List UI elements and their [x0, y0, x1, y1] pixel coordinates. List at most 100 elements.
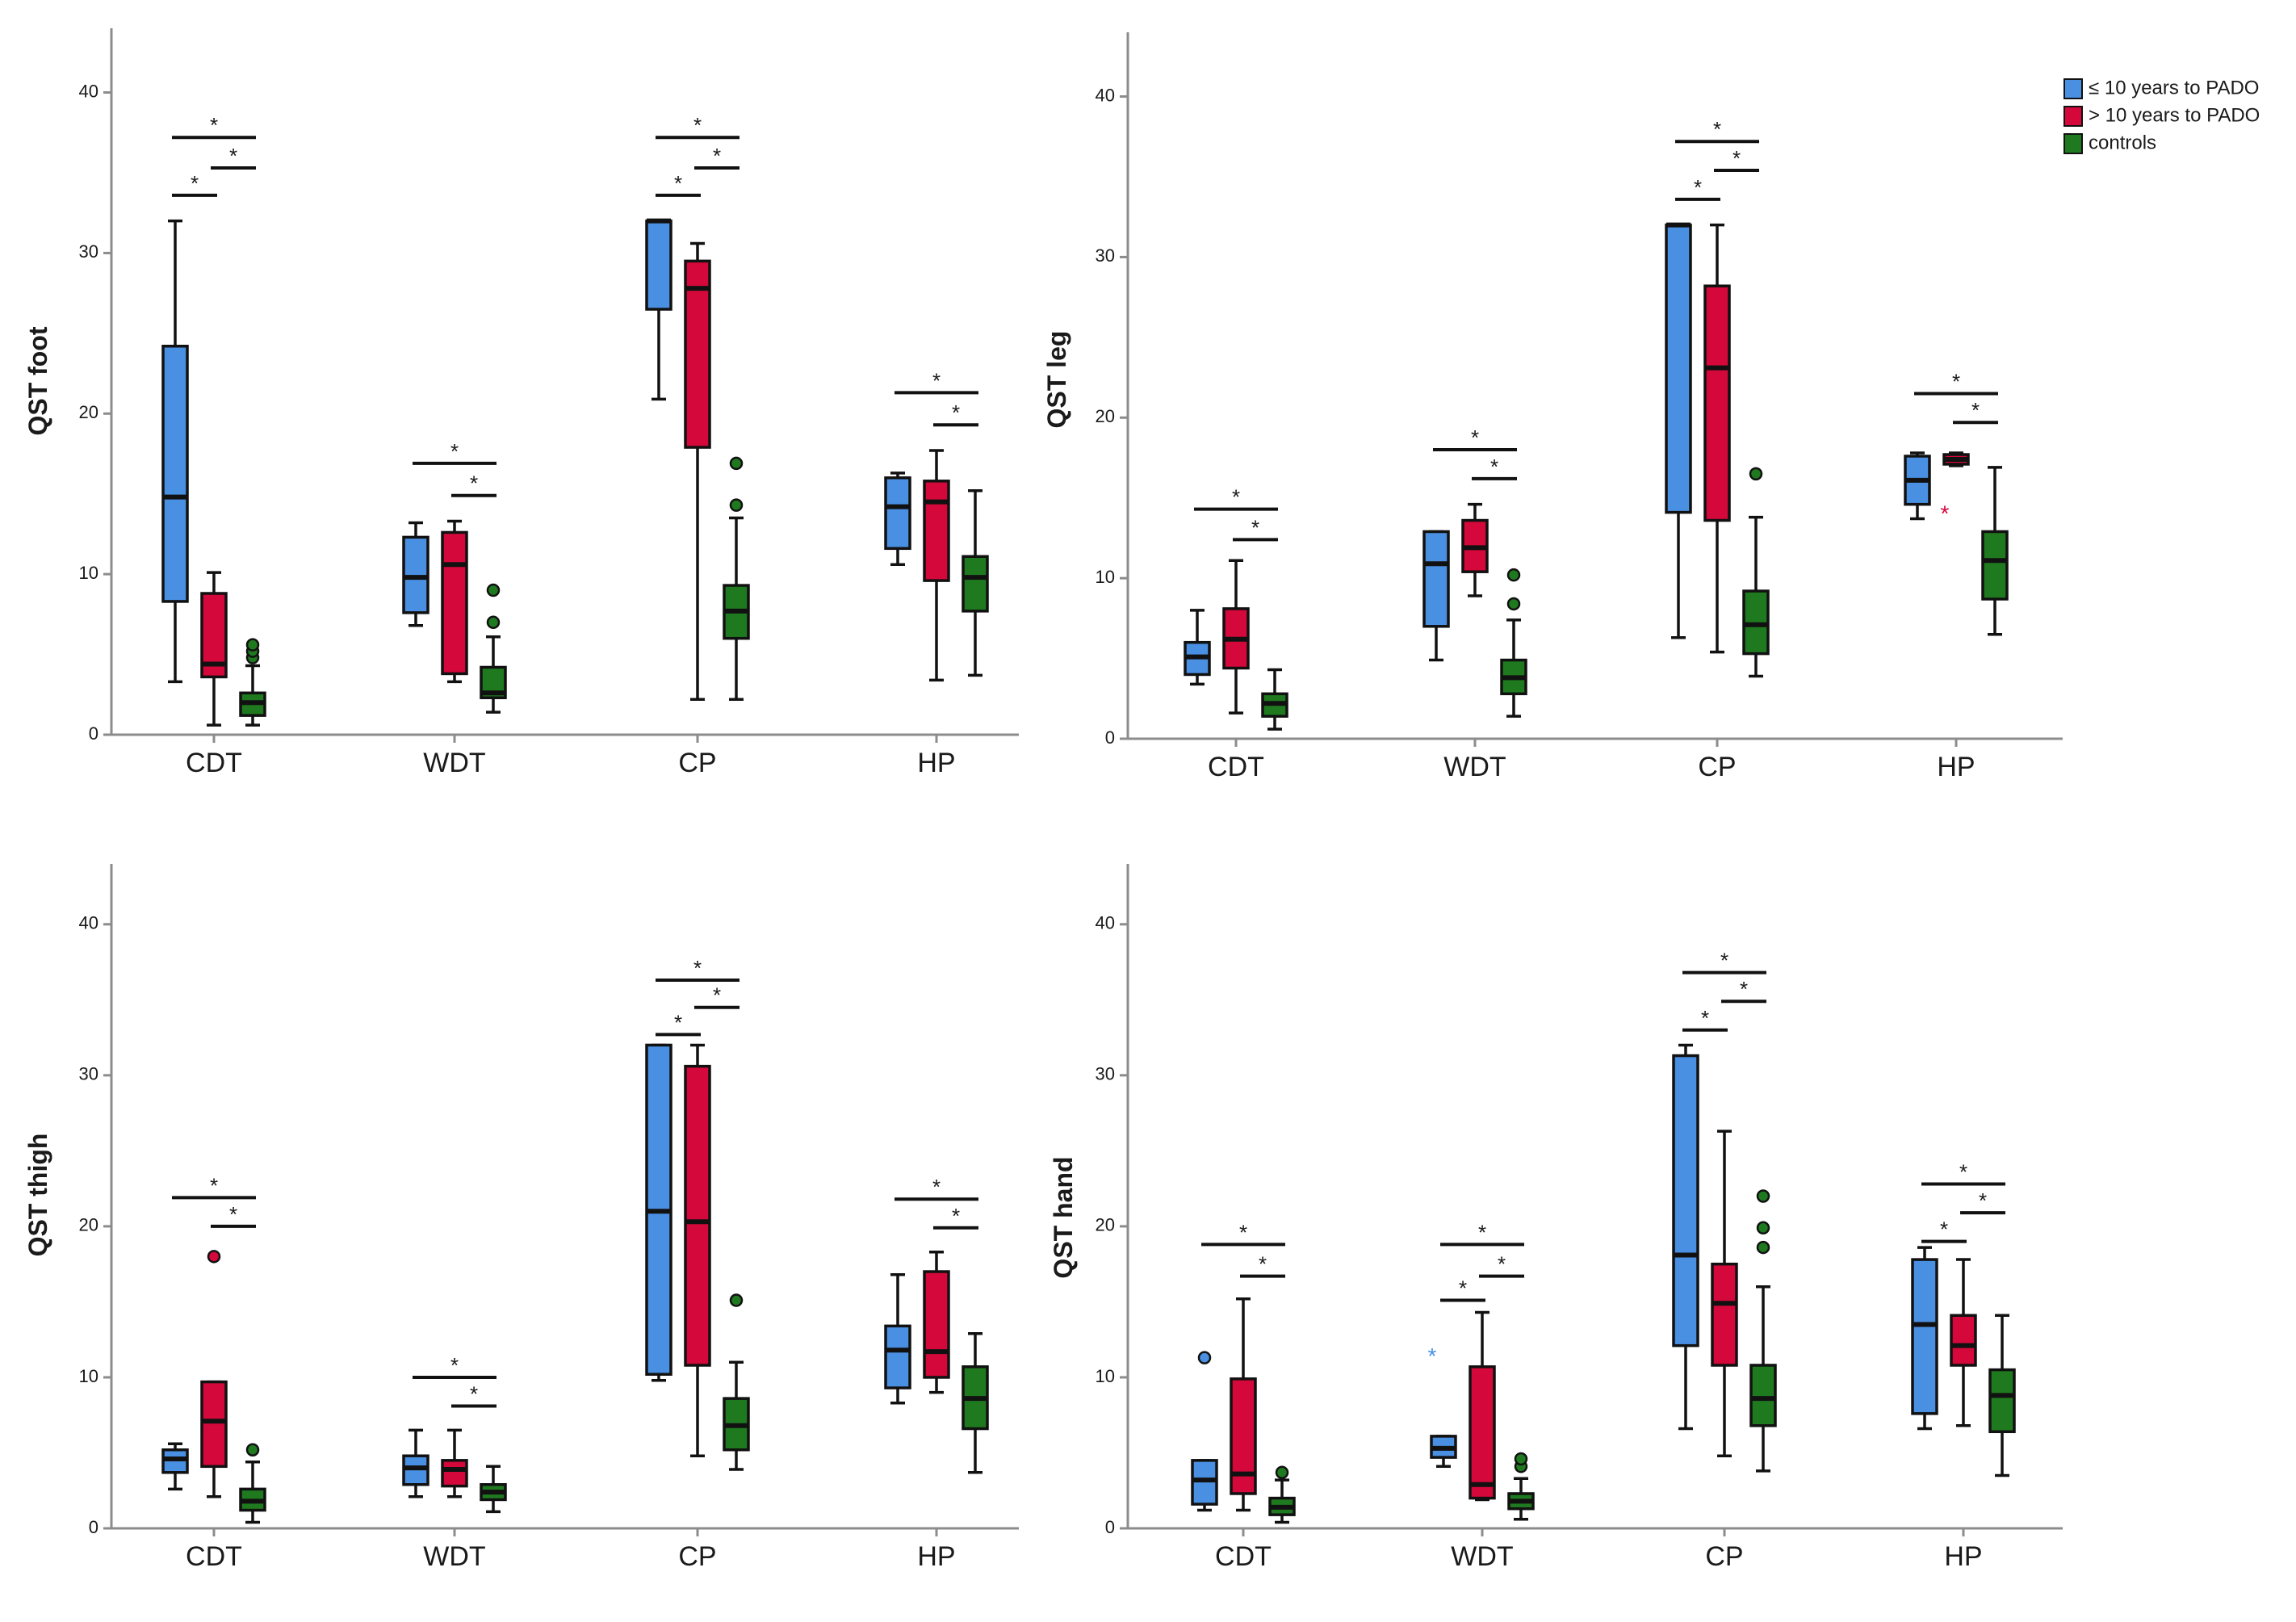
- box-wdt-group3: [1507, 1452, 1535, 1521]
- box-body: [441, 1459, 468, 1488]
- significance-wdt: *: [451, 1381, 496, 1408]
- significance-cp: *: [656, 1010, 701, 1037]
- significance-star: *: [470, 1381, 478, 1406]
- outlier-point: [1749, 467, 1763, 481]
- y-tick-label: 0: [1105, 727, 1115, 748]
- box-wdt-group1: [1422, 530, 1450, 662]
- significance-cp: *: [656, 171, 701, 197]
- box-hp-group2: [923, 1250, 950, 1394]
- outlier-point: [1756, 1189, 1770, 1203]
- box-wdt-group3: [480, 1465, 507, 1514]
- box-cdt-group3: [239, 1443, 266, 1524]
- box-hp-group2: [923, 449, 950, 682]
- box-cdt-group2: [200, 571, 228, 727]
- significance-wdt: *: [1472, 455, 1517, 480]
- y-tick-label: 30: [79, 241, 98, 262]
- box-body: [1703, 284, 1731, 522]
- y-tick-label: 0: [89, 1517, 98, 1537]
- x-tick-label: CDT: [1215, 1541, 1272, 1572]
- significance-cdt: *: [211, 144, 256, 170]
- box-cdt-group2: [200, 1250, 228, 1498]
- significance-hp: *: [1953, 398, 1998, 425]
- box-cdt-group1: [161, 219, 189, 684]
- legend-swatch-group2: [2063, 106, 2083, 127]
- significance-star: *: [1694, 175, 1702, 199]
- significance-cdt: *: [1201, 1220, 1285, 1247]
- outlier-point: [1506, 597, 1521, 611]
- significance-cp: *: [1714, 146, 1759, 173]
- box-body: [1988, 1368, 2016, 1434]
- x-tick-label: CDT: [1208, 752, 1264, 782]
- box-body: [1665, 223, 1692, 514]
- significance-star: *: [1259, 1252, 1267, 1276]
- significance-star: *: [1251, 515, 1259, 539]
- box-cp-group1: [1672, 1043, 1699, 1431]
- significance-hp: *: [1921, 1160, 2005, 1186]
- box-cdt-group3: [239, 638, 266, 727]
- box-wdt-group2: [441, 1428, 468, 1498]
- significance-star: *: [952, 1204, 960, 1228]
- outlier-point: [1197, 1351, 1212, 1364]
- box-wdt-group1: [402, 521, 429, 627]
- box-body: [884, 476, 911, 551]
- significance-hp: *: [895, 1175, 978, 1201]
- box-body: [684, 259, 711, 449]
- x-tick-label: CDT: [186, 748, 242, 778]
- y-tick-label: 40: [79, 913, 98, 933]
- significance-cp: *: [656, 113, 739, 140]
- box-body: [1469, 1365, 1496, 1500]
- box-hp-group3: [962, 1331, 989, 1474]
- y-tick-label: 0: [89, 723, 98, 744]
- y-tick-label: 10: [79, 563, 98, 583]
- box-cp-group3: [1742, 467, 1770, 678]
- significance-star: *: [713, 983, 721, 1008]
- box-cp-group1: [645, 218, 672, 401]
- significance-cp: *: [1682, 949, 1766, 974]
- y-tick-label: 40: [1096, 85, 1115, 105]
- significance-star: *: [1720, 949, 1728, 973]
- significance-star: *: [1490, 455, 1498, 479]
- box-body: [1950, 1314, 1977, 1367]
- y-tick-label: 20: [1096, 1215, 1115, 1235]
- box-cdt-group1: [161, 1442, 189, 1491]
- box-body: [923, 1270, 950, 1379]
- significance-star: *: [952, 400, 960, 425]
- y-tick-label: 10: [1096, 1366, 1115, 1386]
- y-tick-label: 40: [1096, 913, 1115, 933]
- significance-star: *: [1498, 1252, 1506, 1276]
- significance-star: *: [1940, 1218, 1948, 1242]
- significance-star: *: [229, 144, 237, 168]
- significance-cp: *: [694, 144, 739, 170]
- x-tick-label: WDT: [1451, 1541, 1513, 1572]
- significance-cdt: *: [211, 1202, 256, 1228]
- box-hp-group1: [884, 1273, 911, 1405]
- y-tick-label: 20: [1096, 406, 1115, 426]
- box-wdt-group3: [480, 583, 507, 714]
- box-body: [1749, 1364, 1777, 1427]
- box-cp-group1: [1665, 222, 1692, 639]
- significance-star: *: [1952, 369, 1960, 393]
- legend-label-group3: controls: [2089, 132, 2156, 153]
- panel-qst-leg: 0 10 20 30 40 QST leg CDT WDT CP HP * * * * * * * * * *: [1042, 32, 2063, 782]
- y-tick-label: 40: [79, 81, 98, 101]
- legend-label-group1: ≤ 10 years to PADO: [2089, 77, 2259, 98]
- box-body: [1672, 1054, 1699, 1347]
- x-tick-label: WDT: [1443, 752, 1506, 782]
- significance-star: *: [1701, 1006, 1709, 1030]
- y-tick-label: 30: [1096, 245, 1115, 266]
- x-tick-label: WDT: [423, 748, 485, 778]
- significance-star: *: [229, 1202, 237, 1226]
- significance-cp: *: [656, 956, 739, 983]
- significance-star: *: [450, 1353, 459, 1377]
- y-axis-label: QST thigh: [23, 1134, 52, 1257]
- outlier-point: [245, 1443, 260, 1456]
- box-cp-group2: [1703, 223, 1731, 654]
- significance-star: *: [1740, 977, 1748, 1001]
- box-cp-group2: [684, 241, 711, 701]
- box-cp-group2: [684, 1043, 711, 1457]
- significance-star: *: [1713, 117, 1721, 141]
- box-hp-group2: [1950, 1258, 1977, 1427]
- box-cdt-group2: [1222, 559, 1250, 715]
